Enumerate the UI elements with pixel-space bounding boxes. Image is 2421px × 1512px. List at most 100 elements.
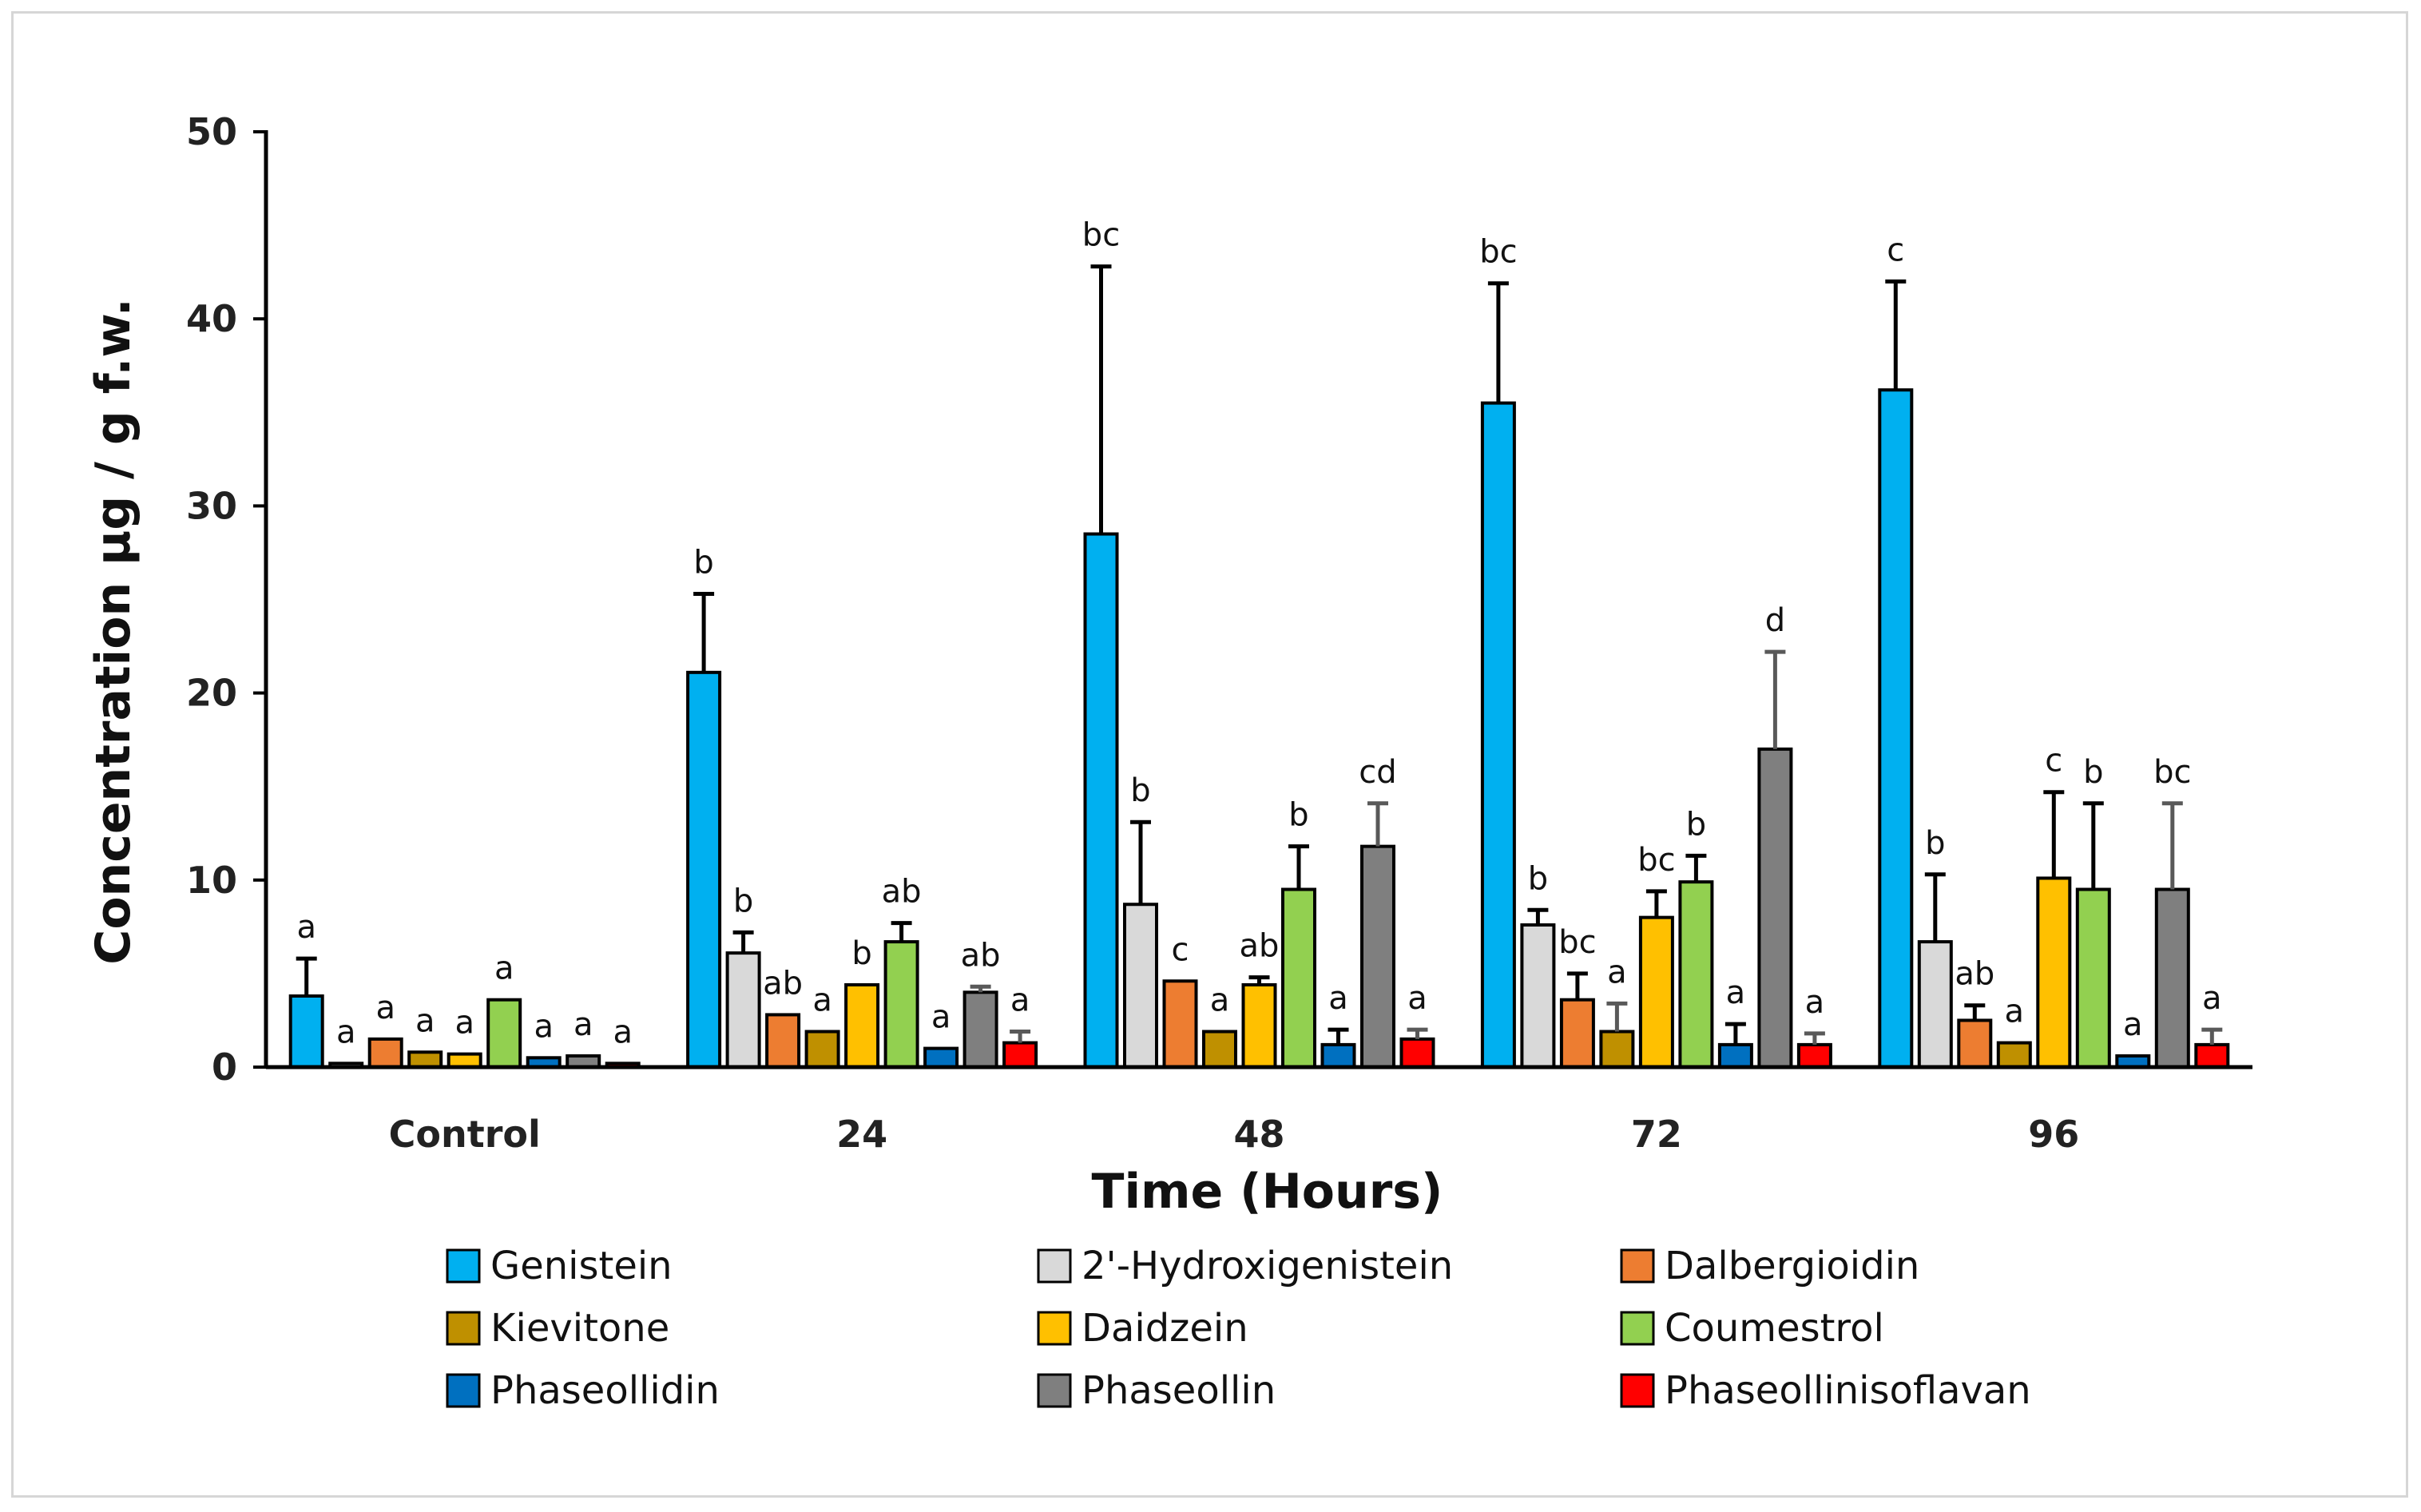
significance-label: a <box>812 982 832 1019</box>
bar <box>1002 1041 1038 1069</box>
significance-label: a <box>494 950 514 987</box>
bar <box>1996 1041 2032 1069</box>
significance-label: ab <box>1240 928 1280 965</box>
significance-label: bc <box>1082 217 1120 254</box>
significance-label: a <box>2123 1006 2143 1043</box>
significance-label: a <box>1328 980 1348 1017</box>
significance-label: ab <box>763 965 803 1002</box>
bar <box>1520 923 1556 1070</box>
significance-label: a <box>296 909 316 946</box>
significance-label: b <box>1288 797 1308 834</box>
bar <box>844 982 880 1070</box>
y-ticks: 0 10 20 30 40 50 <box>186 110 266 1089</box>
bar <box>288 994 324 1070</box>
bar <box>1599 1030 1635 1069</box>
bar <box>1796 1042 1832 1069</box>
significance-label: b <box>1686 806 1706 843</box>
significance-label: a <box>375 990 395 1026</box>
significance-label: a <box>415 1002 435 1039</box>
significance-label: ab <box>882 874 922 911</box>
bar <box>1123 903 1158 1069</box>
significance-label: a <box>573 1006 593 1043</box>
significance-label: a <box>454 1005 474 1042</box>
bar <box>407 1050 443 1070</box>
bar <box>1717 1042 1753 1069</box>
bar <box>367 1037 403 1069</box>
significance-label: b <box>733 883 753 919</box>
x-tick-label: 24 <box>836 1113 887 1156</box>
significance-label: bc <box>1558 924 1596 961</box>
x-tick-label: Control <box>389 1113 541 1156</box>
bar <box>765 1013 801 1069</box>
legend-label: Coumestrol <box>1665 1306 1884 1351</box>
significance-label: bc <box>2153 754 2191 791</box>
significance-label: a <box>1407 980 1427 1017</box>
bar <box>725 951 761 1069</box>
legend-swatch <box>1037 1248 1072 1284</box>
bar <box>1360 844 1395 1070</box>
bar <box>923 1046 959 1069</box>
bar <box>1202 1030 1237 1069</box>
legend-swatch <box>1037 1373 1072 1408</box>
legend-label: Phaseollin <box>1082 1368 1276 1413</box>
significance-label: a <box>336 1014 356 1050</box>
significance-label: b <box>1925 825 1945 862</box>
legend-swatch <box>1620 1248 1655 1284</box>
x-tick-label: 48 <box>1233 1113 1284 1156</box>
bar <box>1162 979 1198 1069</box>
significance-label: a <box>1210 982 1230 1019</box>
legend-label: Genistein <box>490 1244 673 1288</box>
significance-label: a <box>534 1008 554 1045</box>
significance-label: a <box>931 999 951 1036</box>
significance-label: ab <box>961 937 1001 974</box>
y-tick-label: 40 <box>186 297 237 340</box>
significance-label: a <box>2005 994 2025 1030</box>
legend-swatch <box>1620 1373 1655 1408</box>
bar <box>2194 1042 2230 1069</box>
bar <box>1757 747 1793 1069</box>
y-tick-label: 20 <box>186 672 237 715</box>
error-bars-layer <box>296 264 2223 1045</box>
y-tick-label: 30 <box>186 484 237 527</box>
legend-label: 2'-Hydroxigenistein <box>1082 1244 1453 1288</box>
figure-frame <box>11 11 2408 1498</box>
bar <box>1878 388 1914 1070</box>
significance-label: d <box>1765 602 1785 639</box>
legend-swatch <box>446 1248 481 1284</box>
bar <box>1083 532 1119 1069</box>
significance-label: ab <box>1955 956 1994 993</box>
bar <box>1480 401 1516 1069</box>
significance-label: a <box>2202 980 2222 1017</box>
legend-label: Daidzein <box>1082 1306 1248 1351</box>
x-tick-label: 96 <box>2028 1113 2079 1156</box>
y-tick-label: 50 <box>186 110 237 153</box>
bar <box>2036 876 2072 1070</box>
bar <box>686 670 722 1069</box>
significance-label: a <box>1805 984 1825 1021</box>
significance-label: bc <box>1479 234 1517 271</box>
bar <box>1399 1037 1435 1069</box>
significance-label: cd <box>1359 754 1396 791</box>
significance-label: b <box>693 544 713 581</box>
bars-layer <box>288 388 2230 1070</box>
bar <box>1678 880 1714 1069</box>
bar <box>1917 940 1953 1070</box>
legend-swatch <box>1037 1311 1072 1346</box>
bar <box>1320 1042 1356 1069</box>
significance-label: b <box>2083 754 2103 791</box>
axes-layer <box>264 130 2252 1070</box>
significance-label: a <box>1010 982 1030 1019</box>
significance-label: c <box>2045 743 2062 780</box>
significance-label: bc <box>1637 842 1675 879</box>
significance-label: c <box>1887 232 1904 268</box>
bar <box>883 940 919 1070</box>
x-axis-title: Time (Hours) <box>1092 1164 1443 1220</box>
significance-label: b <box>851 935 871 972</box>
bar <box>1957 1018 1993 1069</box>
bar <box>1241 982 1277 1070</box>
significance-label: c <box>1172 931 1189 968</box>
bar <box>486 998 522 1069</box>
x-tick-label: 72 <box>1631 1113 1682 1156</box>
